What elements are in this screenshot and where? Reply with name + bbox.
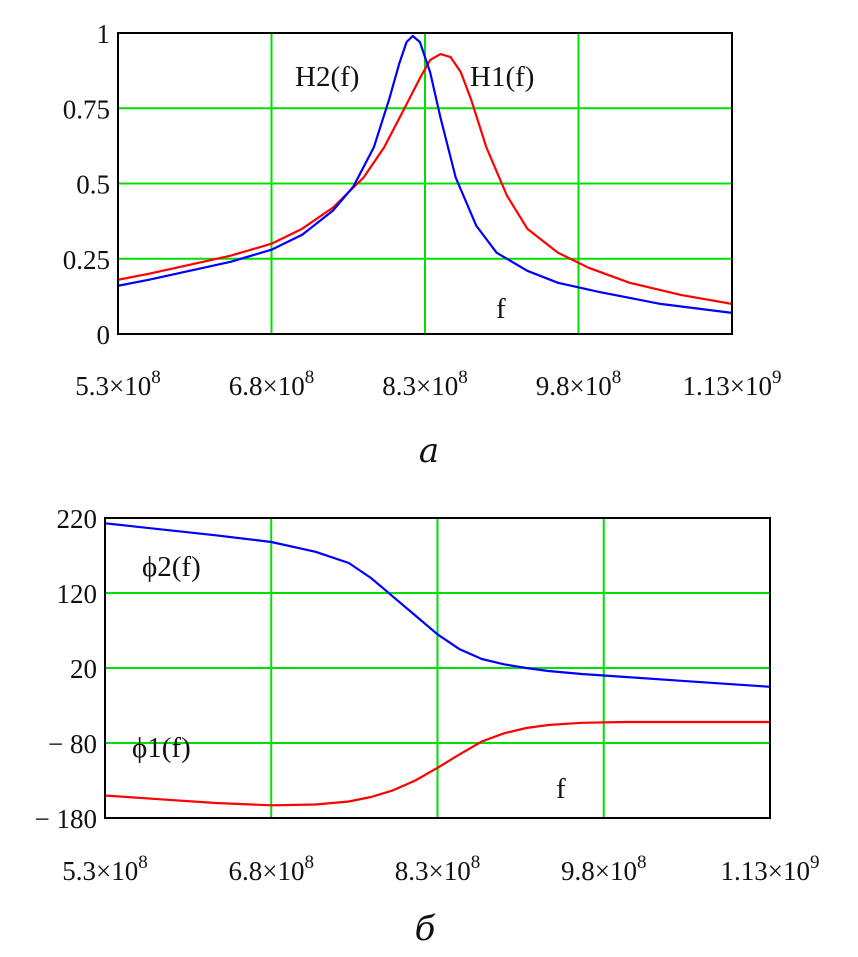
chart-a-xlabel: f [496,293,506,325]
chart-b-label-phi2: ϕ2(f) [142,551,201,583]
chart-b-series [105,522,770,807]
y-tick-label: 1 [97,19,111,49]
chart-a-caption: a [419,431,439,471]
chart-a-y-ticks: 0 0.25 0.5 0.75 1 [63,19,110,350]
chart-b-frame [104,517,771,819]
y-tick-label: 0.5 [76,170,110,200]
y-tick-label: 0.75 [63,94,110,124]
series-line-2 [118,34,732,314]
x-tick-label: 1.13×109 [683,367,782,401]
chart-a: 0 0.25 0.5 0.75 1 5.3×108 6.8×108 8.3×108 9.8×1… [63,19,782,471]
x-tick-label: 6.8×108 [229,367,314,401]
chart-b-label-phi1: ϕ1(f) [132,732,191,764]
chart-a-grid [118,33,732,334]
y-tick-label: 220 [57,504,98,534]
chart-b-xlabel: f [556,773,566,805]
x-tick-label: 5.3×108 [75,367,160,401]
x-tick-label: 8.3×108 [395,852,480,886]
chart-b-caption: б [415,909,436,949]
x-tick-label: 9.8×108 [561,852,646,886]
series-line-2 [105,522,770,688]
y-tick-label: 20 [70,654,97,684]
chart-a-frame [117,32,733,335]
chart-a-x-ticks: 5.3×108 6.8×108 8.3×108 9.8×108 1.13×109 [75,367,781,401]
chart-b-y-ticks: − 180 − 80 20 120 220 [35,504,97,834]
chart-b-x-ticks: 5.3×108 6.8×108 8.3×108 9.8×108 1.13×109 [62,852,819,886]
x-tick-label: 8.3×108 [382,367,467,401]
series-line-1 [105,720,770,807]
y-tick-label: − 80 [48,729,97,759]
y-tick-label: 0.25 [63,245,110,275]
x-tick-label: 1.13×109 [721,852,820,886]
x-tick-label: 9.8×108 [536,367,621,401]
y-tick-label: 120 [57,579,98,609]
chart-b: − 180 − 80 20 120 220 5.3×108 6.8×108 8.3×108 9… [35,504,820,949]
chart-b-grid [105,518,770,818]
chart-a-label-h2: H2(f) [295,61,359,93]
chart-a-label-h1: H1(f) [470,61,534,93]
x-tick-label: 6.8×108 [229,852,314,886]
x-tick-label: 5.3×108 [62,852,147,886]
y-tick-label: 0 [97,320,111,350]
series-line-1 [118,52,732,305]
chart-a-series [118,34,732,314]
y-tick-label: − 180 [35,804,97,834]
